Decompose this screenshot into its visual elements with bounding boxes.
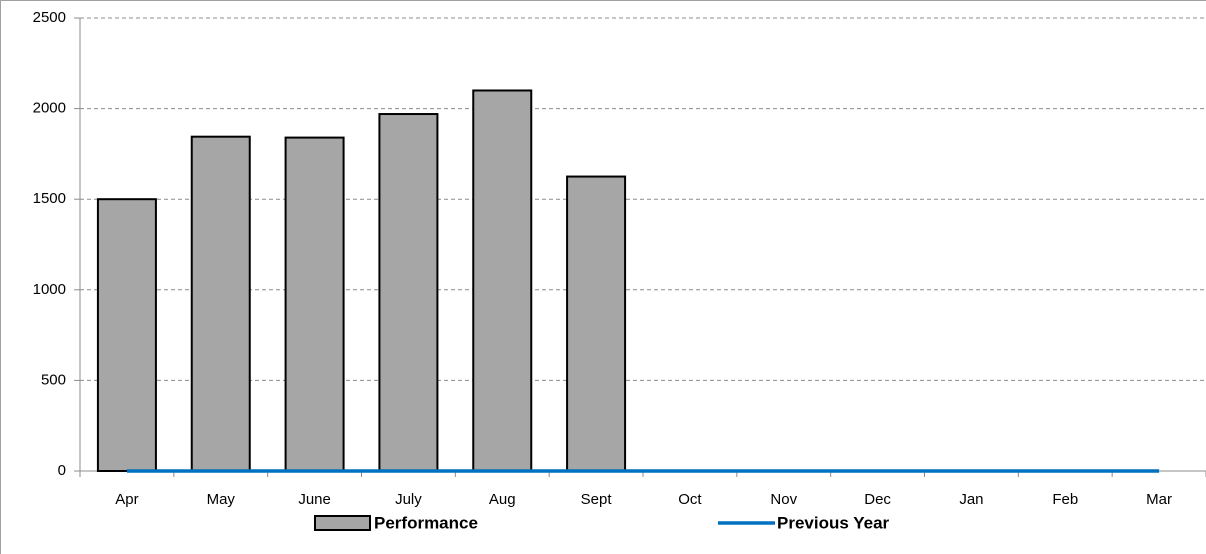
bar <box>566 175 627 473</box>
x-tick-label: Dec <box>864 491 891 508</box>
x-tick-label: May <box>207 491 236 508</box>
bar <box>96 198 157 472</box>
x-tick-label: Nov <box>770 491 797 508</box>
x-tick-label: July <box>395 491 422 508</box>
x-tick-label: June <box>298 491 331 508</box>
bar <box>472 89 533 472</box>
x-tick-label: Mar <box>1146 491 1172 508</box>
legend-swatch <box>314 515 371 531</box>
y-tick-label: 2000 <box>33 100 66 117</box>
legend-label: Performance <box>374 513 478 532</box>
y-tick-label: 500 <box>41 371 66 388</box>
x-tick-label: Aug <box>489 491 516 508</box>
x-tick-label: Feb <box>1052 491 1078 508</box>
bar <box>284 136 345 472</box>
legend-label: Previous Year <box>777 513 890 532</box>
x-tick-label: Apr <box>115 491 138 508</box>
x-tick-label: Sept <box>581 491 613 508</box>
y-tick-label: 1000 <box>33 281 66 298</box>
y-tick-label: 1500 <box>33 190 66 207</box>
y-tick-label: 0 <box>58 462 66 479</box>
bar <box>190 135 251 472</box>
y-tick-label: 2500 <box>33 9 66 26</box>
x-tick-label: Jan <box>959 491 983 508</box>
bar <box>378 113 439 472</box>
x-tick-label: Oct <box>678 491 702 508</box>
